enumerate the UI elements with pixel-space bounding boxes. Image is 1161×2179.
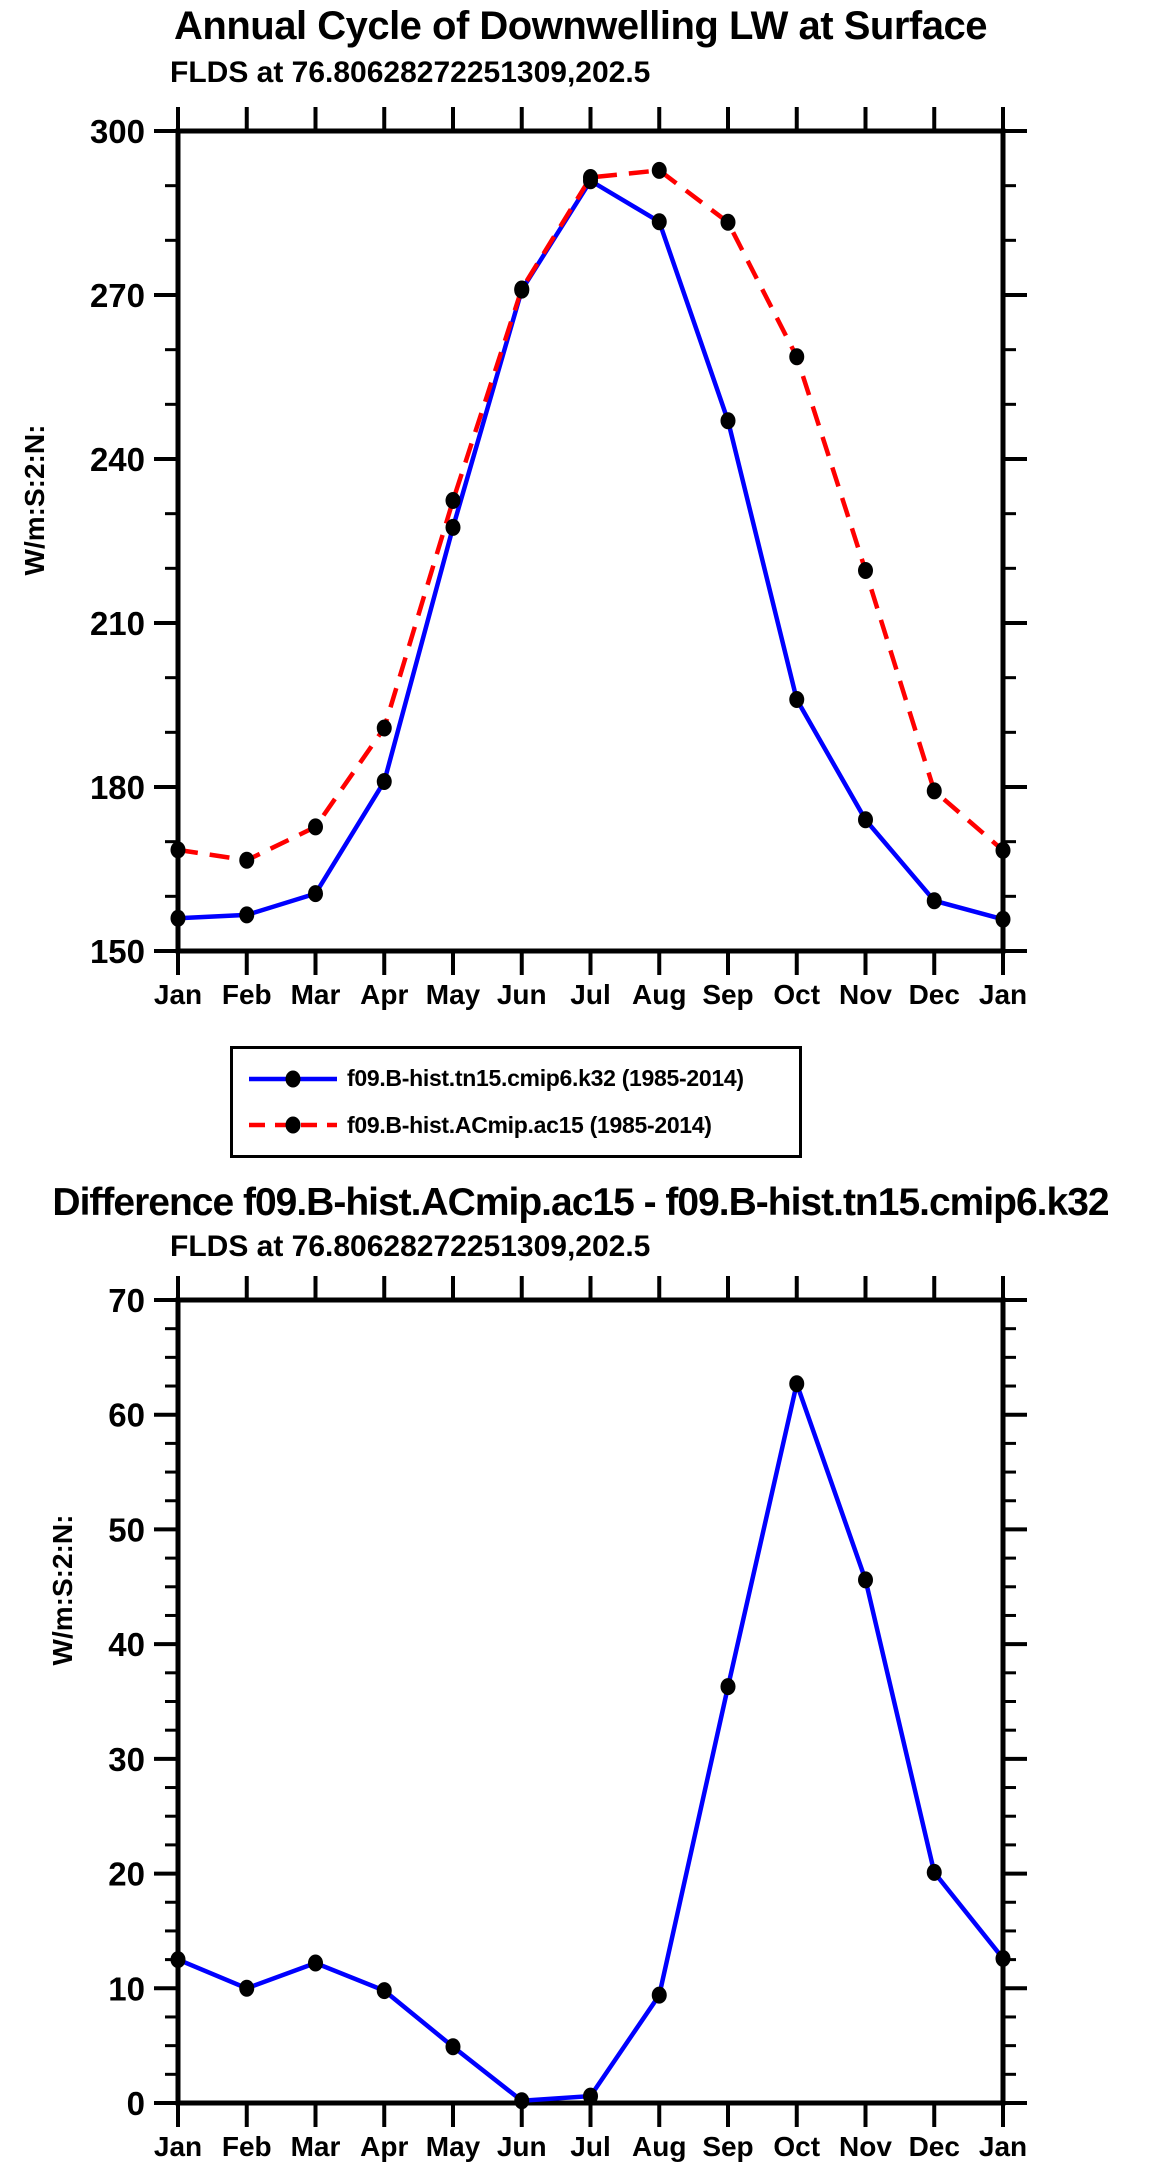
axis-frame (175, 128, 1006, 954)
legend: f09.B-hist.tn15.cmip6.k32 (1985-2014) f0… (230, 1046, 802, 1158)
data-point-marker (858, 562, 873, 580)
x-axis-month-label: Aug (632, 2131, 686, 2162)
x-axis-month-label: Mar (291, 979, 341, 1010)
main-title: Annual Cycle of Downwelling LW at Surfac… (174, 4, 987, 48)
data-point-marker (720, 213, 736, 231)
x-axis-month-label: Jan (154, 979, 202, 1010)
y-axis-tick-label: 300 (90, 113, 145, 150)
y-axis-tick-label: 10 (108, 1970, 145, 2007)
y-axis-tick-label: 180 (90, 769, 145, 806)
data-point-marker (583, 168, 598, 186)
data-point-marker (308, 885, 323, 903)
data-point-marker (170, 1951, 186, 1969)
x-axis-month-label: Aug (632, 979, 686, 1010)
data-point-marker (376, 773, 392, 791)
data-point-marker (445, 492, 461, 510)
data-point-marker (239, 851, 255, 869)
data-point-marker (926, 1863, 942, 1881)
data-point-marker (789, 1375, 805, 1393)
x-axis-month-label: Feb (222, 979, 272, 1010)
y-axis-tick-label: 210 (90, 605, 145, 642)
data-point-marker (445, 2038, 461, 2056)
x-axis-month-label: Mar (291, 2131, 341, 2162)
data-point-marker (720, 1678, 736, 1696)
data-point-marker (514, 280, 530, 298)
x-axis-month-label: Jan (979, 2131, 1027, 2162)
data-point-marker (170, 841, 186, 859)
data-point-marker (858, 1571, 873, 1589)
data-point-marker (376, 1982, 392, 2000)
x-axis-month-label: Sep (702, 2131, 753, 2162)
x-axis-month-label: Jan (154, 2131, 202, 2162)
x-axis-month-label: Oct (773, 2131, 820, 2162)
data-point-marker (789, 691, 805, 709)
y-axis-tick-label: 150 (90, 933, 145, 970)
x-axis-month-label: Jul (570, 2131, 610, 2162)
data-point-marker (170, 909, 186, 927)
y-axis-tick-label: 0 (127, 2085, 145, 2122)
y-axis-tick-label: 60 (108, 1397, 145, 1434)
data-point-marker (995, 841, 1011, 859)
chart2-subtitle: FLDS at 76.80628272251309,202.5 (170, 1230, 651, 1263)
legend-label-tn15: f09.B-hist.tn15.cmip6.k32 (1985-2014) (347, 1065, 744, 1092)
legend-row-tn15: f09.B-hist.tn15.cmip6.k32 (1985-2014) (247, 1062, 799, 1096)
data-point-marker (858, 811, 873, 829)
data-point-marker (926, 892, 942, 910)
axis-frame (175, 1297, 1006, 2106)
data-point-marker (995, 910, 1011, 928)
x-axis-month-label: Jun (497, 979, 547, 1010)
x-axis-month-label: Dec (909, 979, 960, 1010)
data-point-marker (308, 818, 323, 836)
y-axis-tick-label: 40 (108, 1626, 145, 1663)
data-point-marker (720, 412, 736, 430)
x-axis-month-label: May (426, 979, 481, 1010)
y-axis-title: W/m:S:2:N: (19, 425, 50, 576)
x-axis-month-label: Jun (497, 2131, 547, 2162)
y-axis-tick-label: 50 (108, 1511, 145, 1548)
data-point-marker (583, 2087, 598, 2105)
data-point-marker (308, 1954, 323, 1972)
x-axis-month-label: Dec (909, 2131, 960, 2162)
series-line (177, 1375, 1005, 2104)
y-axis-tick-label: 20 (108, 1856, 145, 1893)
x-axis-month-label: Feb (222, 2131, 272, 2162)
y-axis-tick-label: 240 (90, 441, 145, 478)
legend-line-sample-solid (249, 1070, 337, 1088)
x-axis-month-label: Nov (839, 979, 892, 1010)
y-axis-tick-label: 270 (90, 277, 145, 314)
data-point-marker (651, 161, 667, 179)
x-axis-month-label: May (426, 2131, 481, 2162)
legend-row-acmip: f09.B-hist.ACmip.ac15 (1985-2014) (247, 1108, 799, 1142)
data-point-marker (239, 1979, 255, 1997)
data-point-marker (651, 1986, 667, 2004)
data-point-marker (995, 1949, 1011, 1967)
x-axis-month-label: Apr (360, 2131, 408, 2162)
x-axis-month-label: Nov (839, 2131, 892, 2162)
y-axis-title: W/m:S:2:N: (47, 1515, 78, 1666)
x-axis-month-label: Sep (702, 979, 753, 1010)
data-point-marker (926, 782, 942, 800)
x-axis-month-label: Jul (570, 979, 610, 1010)
data-point-marker (376, 719, 392, 737)
y-axis-tick-label: 30 (108, 1741, 145, 1778)
difference-title: Difference f09.B-hist.ACmip.ac15 - f09.B… (52, 1181, 1109, 1224)
x-axis-month-label: Oct (773, 979, 820, 1010)
chart1-subtitle: FLDS at 76.80628272251309,202.5 (170, 56, 651, 89)
series-line (177, 168, 1005, 863)
data-point-marker (239, 906, 255, 924)
x-axis-month-label: Apr (360, 979, 408, 1010)
y-axis-tick-label: 70 (108, 1282, 145, 1319)
data-point-marker (789, 348, 805, 366)
data-point-marker (651, 213, 667, 231)
legend-label-acmip: f09.B-hist.ACmip.ac15 (1985-2014) (347, 1111, 712, 1138)
x-axis-month-label: Jan (979, 979, 1027, 1010)
series-line (177, 177, 1004, 922)
data-point-marker (514, 2092, 530, 2110)
legend-line-sample-dashed (249, 1116, 337, 1134)
data-point-marker (445, 518, 461, 536)
